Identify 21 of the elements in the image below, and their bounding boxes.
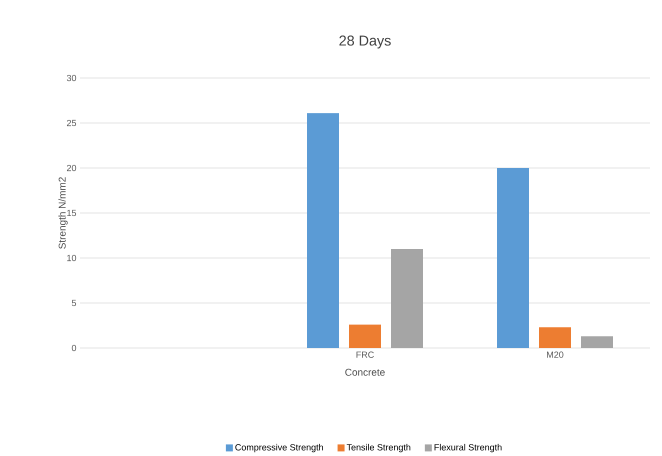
y-tick-label: 30 bbox=[66, 74, 76, 82]
chart-title: 28 Days bbox=[339, 36, 391, 49]
bar bbox=[391, 249, 424, 348]
x-axis-title: Concrete bbox=[345, 368, 385, 376]
bar bbox=[497, 168, 530, 348]
y-tick-label: 15 bbox=[67, 210, 76, 216]
x-tick-label: M20 bbox=[547, 352, 564, 358]
y-tick-label: 10 bbox=[67, 254, 76, 262]
legend-label: Compressive Strength bbox=[235, 444, 323, 452]
y-tick-label: 5 bbox=[72, 300, 76, 306]
y-tick-label: 20 bbox=[66, 164, 76, 172]
x-tick-label: FRC bbox=[356, 352, 374, 358]
y-tick-label: 25 bbox=[66, 120, 76, 126]
bar bbox=[349, 324, 382, 348]
y-tick-label: 0 bbox=[72, 344, 76, 352]
legend-label: Tensile Strength bbox=[346, 444, 410, 452]
y-axis-title: Strength N/mm2 bbox=[58, 177, 68, 249]
bar bbox=[307, 113, 340, 348]
bar bbox=[539, 327, 572, 348]
bar bbox=[581, 336, 614, 348]
legend-label: Flexural Strength bbox=[434, 444, 502, 452]
